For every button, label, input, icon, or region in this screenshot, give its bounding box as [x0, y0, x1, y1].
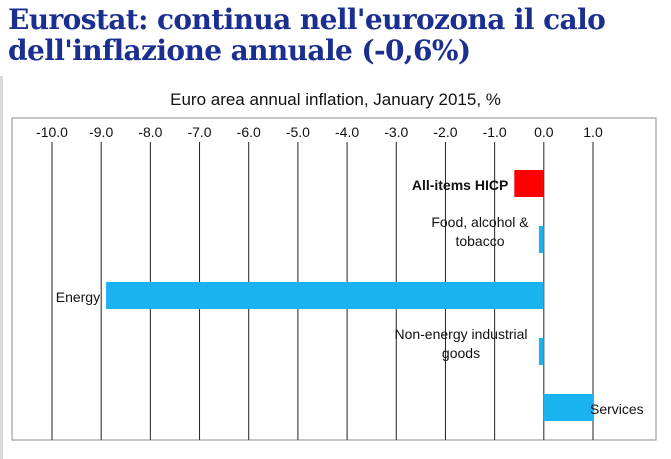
category-label: All-items HICP — [412, 177, 508, 193]
x-tick-label: -9.0 — [89, 124, 113, 140]
x-tick-label: -3.0 — [384, 124, 408, 140]
x-tick-label: -1.0 — [483, 124, 507, 140]
category-label: goods — [442, 345, 480, 361]
plot-area — [11, 117, 657, 441]
bar — [538, 338, 544, 365]
bar — [514, 170, 544, 197]
bar — [106, 282, 544, 309]
chart-title: Euro area annual inflation, January 2015… — [170, 90, 501, 109]
x-tick-label: -4.0 — [335, 124, 359, 140]
category-label: Services — [590, 401, 644, 417]
x-tick-label: -5.0 — [286, 124, 310, 140]
x-tick-label: -10.0 — [36, 124, 68, 140]
x-tick-label: -6.0 — [237, 124, 261, 140]
category-label: Food, alcohol & — [431, 214, 529, 230]
x-tick-label: -7.0 — [187, 124, 211, 140]
category-label: tobacco — [455, 233, 504, 249]
bar — [538, 226, 544, 253]
x-tick-label: 0.0 — [534, 124, 554, 140]
x-tick-label: -8.0 — [138, 124, 162, 140]
category-label: Non-energy industrial — [394, 326, 527, 342]
bar — [543, 394, 593, 421]
category-label: Energy — [56, 289, 100, 305]
article-headline: Eurostat: continua nell'eurozona il calo… — [8, 3, 606, 67]
x-tick-label: 1.0 — [583, 124, 603, 140]
x-tick-label: -2.0 — [433, 124, 457, 140]
